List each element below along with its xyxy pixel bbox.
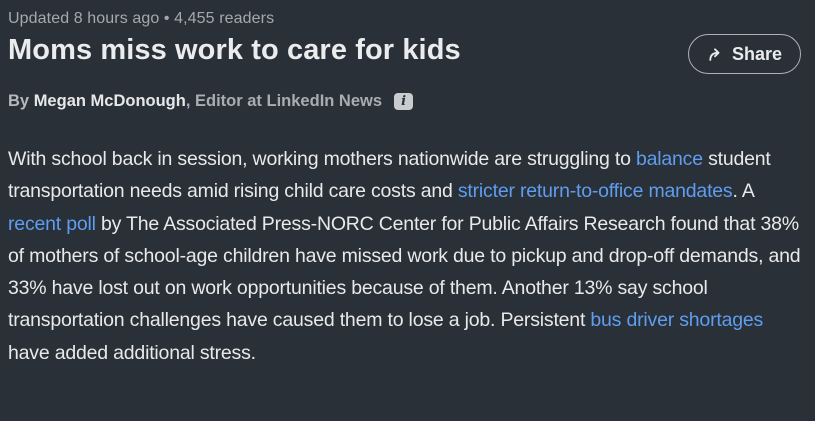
article-body: With school back in session, working mot… [8,143,801,369]
body-text-segment: by The Associated Press-NORC Center for … [8,212,801,332]
byline: By Megan McDonough , Editor at LinkedIn … [8,90,801,112]
byline-prefix: By [8,92,34,110]
page-title: Moms miss work to care for kids [8,34,461,66]
body-text-segment: have added additional stress. [8,341,256,364]
info-icon[interactable]: i [394,92,414,110]
share-button[interactable]: Share [687,34,801,74]
info-icon-glyph: i [401,93,407,109]
body-text-segment: student transportation needs amid rising… [8,148,771,203]
byline-role: , Editor at LinkedIn News [185,92,383,110]
body-text-segment: With school back in session, working mot… [8,148,636,170]
share-button-label: Share [731,43,782,64]
share-arrow-icon [707,46,724,63]
inline-link[interactable]: balance [635,148,703,170]
inline-link[interactable]: stricter return-to-office mandates [457,180,733,203]
inline-link[interactable]: bus driver shortages [590,309,764,332]
title-row: Moms miss work to care for kids Share [8,32,801,74]
body-text-segment: . A [732,180,754,203]
inline-link[interactable]: recent poll [8,212,96,235]
byline-author: Megan McDonough [33,92,186,110]
article-meta: Updated 8 hours ago • 4,455 readers [8,10,275,27]
